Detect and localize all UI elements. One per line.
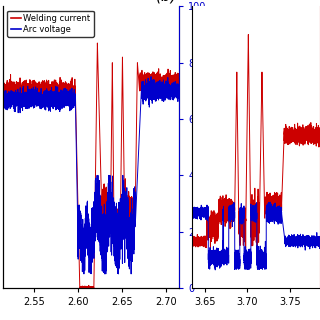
Legend: Welding current, Arc voltage: Welding current, Arc voltage bbox=[7, 11, 94, 37]
Text: (b): (b) bbox=[156, 0, 178, 4]
Y-axis label: Arc voltage (V): Arc voltage (V) bbox=[209, 106, 220, 189]
